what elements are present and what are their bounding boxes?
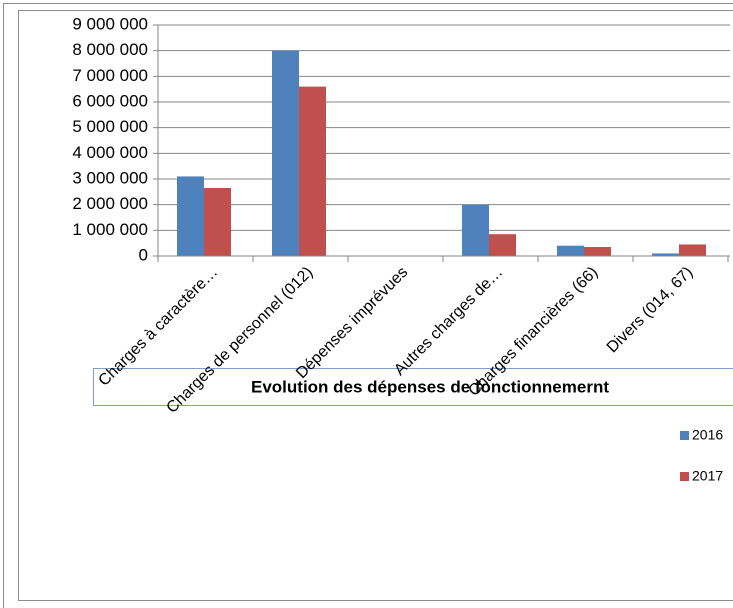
chart-frame — [18, 10, 733, 601]
bar — [299, 86, 326, 256]
y-tick-label: 2 000 000 — [72, 194, 148, 213]
legend-swatch — [680, 472, 689, 481]
bar — [272, 50, 299, 256]
legend-label: 2017 — [692, 468, 723, 484]
chart-title: Evolution des dépenses de fonctionnemern… — [251, 377, 609, 396]
legend-swatch — [680, 431, 689, 440]
y-tick-label: 8 000 000 — [72, 40, 148, 59]
y-tick-label: 0 — [139, 245, 148, 264]
y-tick-label: 1 000 000 — [72, 220, 148, 239]
y-tick-label: 7 000 000 — [72, 66, 148, 85]
bar — [462, 204, 489, 256]
bar — [177, 176, 204, 256]
bar — [584, 247, 611, 256]
bar — [652, 253, 679, 256]
title-box — [93, 368, 733, 406]
bar — [204, 187, 231, 256]
y-tick-label: 5 000 000 — [72, 117, 148, 136]
bar — [679, 244, 706, 256]
bar — [489, 234, 516, 256]
bar — [557, 245, 584, 256]
y-tick-label: 4 000 000 — [72, 143, 148, 162]
y-tick-label: 9 000 000 — [72, 14, 148, 33]
y-tick-label: 3 000 000 — [72, 168, 148, 187]
legend-label: 2016 — [692, 427, 723, 443]
y-tick-label: 6 000 000 — [72, 91, 148, 110]
